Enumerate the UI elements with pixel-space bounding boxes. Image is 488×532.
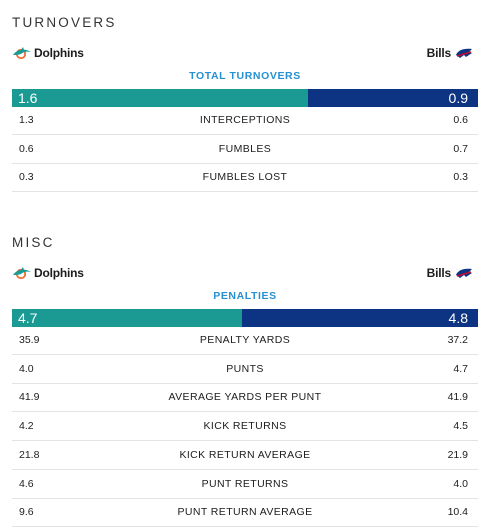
away-stat-value: 4.5	[453, 420, 468, 432]
home-value: 4.7	[18, 310, 38, 326]
away-stat-value: 21.9	[447, 449, 468, 461]
stat-label: FUMBLES LOST	[202, 171, 288, 183]
stat-row: 4.0 PUNTS 4.7	[12, 355, 478, 384]
home-stat-value: 41.9	[19, 391, 40, 403]
away-stat-value: 4.0	[453, 478, 468, 490]
team-header: Dolphins Bills	[12, 46, 478, 64]
away-bar-segment: 4.8	[242, 309, 478, 327]
home-stat-value: 4.0	[19, 363, 34, 375]
home-bar-segment: 4.7	[12, 309, 242, 327]
stat-row: 4.6 PUNT RETURNS 4.0	[12, 470, 478, 499]
misc-section: MISC Dolphins Bills PENALTIES 4.7 4.8 35…	[12, 220, 478, 532]
away-team: Bills	[427, 46, 474, 60]
home-stat-value: 4.6	[19, 478, 34, 490]
stat-row: 0.6 FUMBLES 0.7	[12, 135, 478, 164]
home-stat-value: 21.8	[19, 449, 40, 461]
away-stat-value: 37.2	[447, 334, 468, 346]
home-team: Dolphins	[12, 266, 84, 280]
stat-row: 21.8 KICK RETURN AVERAGE 21.9	[12, 441, 478, 470]
stat-row: 35.9 PENALTY YARDS 37.2	[12, 326, 478, 355]
away-team: Bills	[427, 266, 474, 280]
dolphins-logo-icon	[13, 47, 31, 60]
stat-label: PUNT RETURN AVERAGE	[177, 506, 313, 518]
stat-row: 0.3 FUMBLES LOST 0.3	[12, 163, 478, 192]
stat-label: KICK RETURN AVERAGE	[179, 449, 311, 461]
home-team-name: Dolphins	[34, 46, 84, 60]
away-value: 4.8	[448, 310, 468, 326]
stat-title: PENALTIES	[213, 290, 277, 302]
home-bar-segment: 1.6	[12, 89, 308, 107]
home-stat-value: 35.9	[19, 334, 40, 346]
away-stat-value: 0.3	[453, 171, 468, 183]
home-stat-value: 1.3	[19, 114, 34, 126]
home-stat-value: 0.3	[19, 171, 34, 183]
home-team-name: Dolphins	[34, 266, 84, 280]
stat-title: TOTAL TURNOVERS	[189, 70, 301, 82]
stat-label: PUNT RETURNS	[201, 478, 289, 490]
stat-label: PENALTY YARDS	[199, 334, 291, 346]
comparison-bar: 1.6 0.9	[12, 89, 478, 107]
home-stat-value: 0.6	[19, 143, 34, 155]
team-header: Dolphins Bills	[12, 266, 478, 284]
stat-row: 9.6 PUNT RETURN AVERAGE 10.4	[12, 498, 478, 527]
home-stat-value: 9.6	[19, 506, 34, 518]
comparison-bar: 4.7 4.8	[12, 309, 478, 327]
away-value: 0.9	[448, 90, 468, 106]
stat-label: AVERAGE YARDS PER PUNT	[168, 391, 322, 403]
section-title: MISC	[12, 235, 55, 250]
bills-logo-icon	[456, 48, 472, 58]
stat-label: PUNTS	[226, 363, 264, 375]
away-stat-value: 41.9	[447, 391, 468, 403]
away-stat-value: 0.7	[453, 143, 468, 155]
stat-label: KICK RETURNS	[203, 420, 287, 432]
dolphins-logo-icon	[13, 267, 31, 280]
home-value: 1.6	[18, 90, 38, 106]
section-title: TURNOVERS	[12, 15, 117, 30]
stat-label: INTERCEPTIONS	[199, 114, 291, 126]
stat-row: 1.3 INTERCEPTIONS 0.6	[12, 106, 478, 135]
home-team: Dolphins	[12, 46, 84, 60]
away-team-name: Bills	[426, 266, 452, 280]
away-team-name: Bills	[426, 46, 452, 60]
away-bar-segment: 0.9	[308, 89, 478, 107]
stat-row: 41.9 AVERAGE YARDS PER PUNT 41.9	[12, 383, 478, 412]
away-stat-value: 10.4	[447, 506, 468, 518]
away-stat-value: 4.7	[453, 363, 468, 375]
home-stat-value: 4.2	[19, 420, 34, 432]
stat-label: FUMBLES	[218, 143, 272, 155]
stat-row: 4.2 KICK RETURNS 4.5	[12, 412, 478, 441]
turnovers-section: TURNOVERS Dolphins Bills TOTAL TURNOVERS…	[12, 0, 478, 200]
bills-logo-icon	[456, 268, 472, 278]
away-stat-value: 0.6	[453, 114, 468, 126]
